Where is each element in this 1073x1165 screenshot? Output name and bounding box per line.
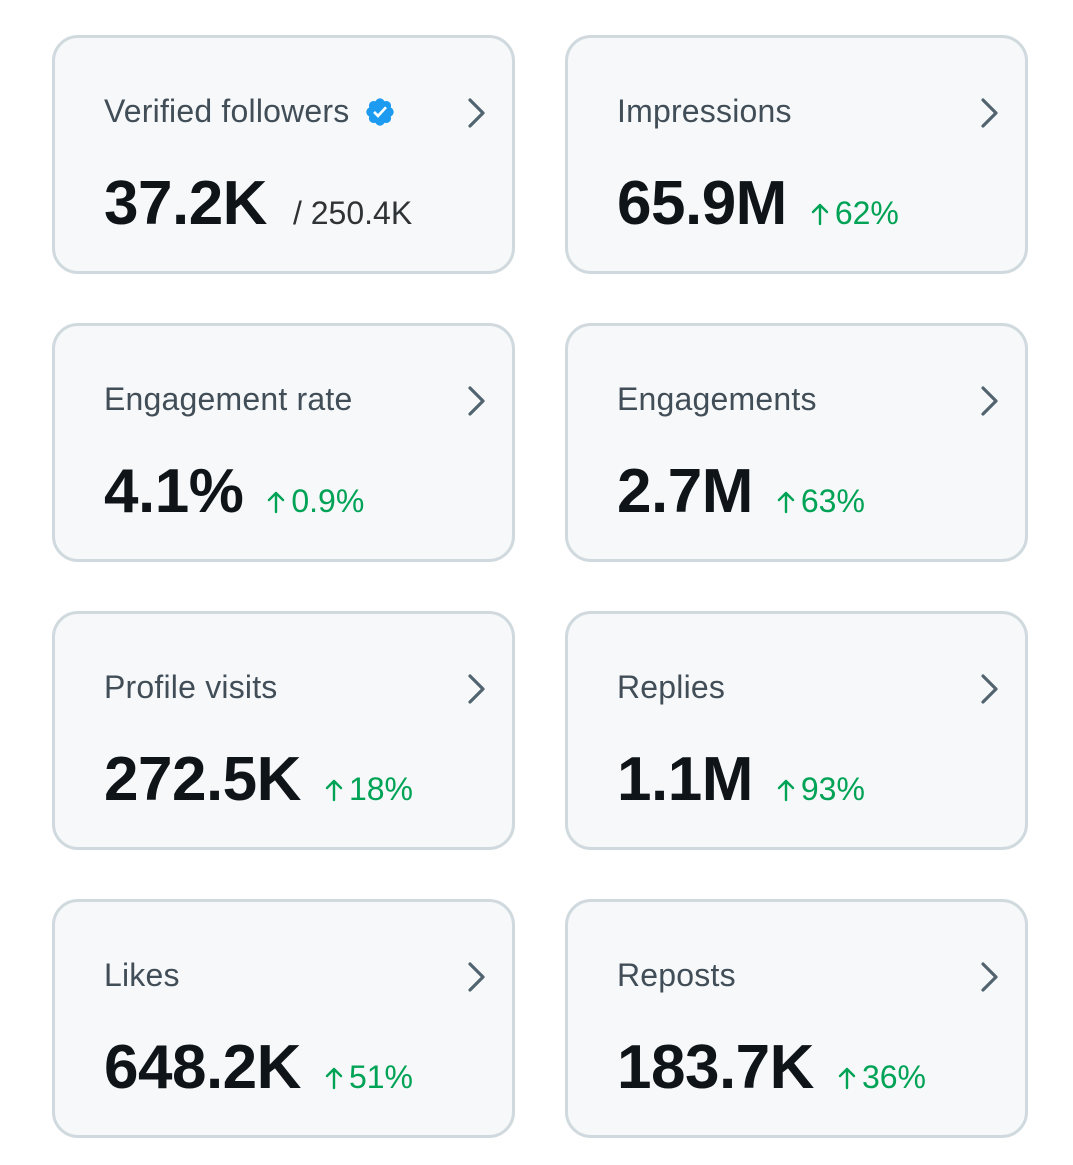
arrow-up-icon: [268, 491, 285, 514]
card-engagement-rate[interactable]: Engagement rate 4.1% 0.9%: [52, 323, 515, 562]
value-row: 183.7K 36%: [617, 1032, 926, 1103]
card-likes[interactable]: Likes 648.2K 51%: [52, 899, 515, 1138]
arrow-up-icon: [777, 491, 795, 514]
value-row: 4.1% 0.9%: [104, 456, 364, 527]
change-indicator: 36%: [838, 1059, 926, 1096]
card-title: Engagement rate: [104, 381, 353, 417]
change-percent: 36%: [861, 1059, 926, 1095]
chevron-right-icon[interactable]: [979, 960, 1001, 994]
change-percent: 62%: [834, 195, 899, 231]
metric-value: 2.7M: [617, 457, 753, 526]
card-title-row: Profile visits: [104, 669, 278, 706]
change-indicator: 0.9%: [267, 483, 364, 520]
card-replies[interactable]: Replies 1.1M 93%: [565, 611, 1028, 850]
card-title-row: Reposts: [617, 957, 736, 994]
arrow-up-icon: [777, 779, 795, 802]
card-title: Engagements: [617, 381, 817, 417]
change-indicator: 63%: [777, 483, 865, 520]
metric-value: 648.2K: [104, 1033, 301, 1102]
arrow-up-icon: [325, 1067, 343, 1090]
card-title-row: Engagements: [617, 381, 817, 418]
change-indicator: 18%: [325, 771, 413, 808]
metric-total: / 250.4K: [292, 195, 413, 231]
chevron-right-icon[interactable]: [979, 672, 1001, 706]
card-title: Profile visits: [104, 669, 278, 705]
card-title-row: Engagement rate: [104, 381, 353, 418]
chevron-right-icon[interactable]: [466, 960, 488, 994]
chevron-right-icon[interactable]: [466, 96, 488, 130]
metric-value: 272.5K: [104, 745, 301, 814]
value-row: 272.5K 18%: [104, 744, 413, 815]
card-verified-followers[interactable]: Verified followers 37.2K / 250.4K: [52, 35, 515, 274]
chevron-right-icon[interactable]: [979, 384, 1001, 418]
card-title: Reposts: [617, 957, 736, 993]
chevron-right-icon[interactable]: [979, 96, 1001, 130]
change-percent: 51%: [348, 1059, 413, 1095]
change-percent: 93%: [800, 771, 865, 807]
card-profile-visits[interactable]: Profile visits 272.5K 18%: [52, 611, 515, 850]
card-title-row: Likes: [104, 957, 180, 994]
card-engagements[interactable]: Engagements 2.7M 63%: [565, 323, 1028, 562]
change-percent: 18%: [348, 771, 413, 807]
card-title: Impressions: [617, 93, 792, 129]
card-title-row: Verified followers: [104, 93, 396, 130]
change-indicator: 93%: [777, 771, 865, 808]
value-row: 1.1M 93%: [617, 744, 865, 815]
chevron-right-icon[interactable]: [466, 672, 488, 706]
metric-value: 37.2K: [104, 169, 267, 238]
value-row: 65.9M 62%: [617, 168, 899, 239]
metric-value: 4.1%: [104, 457, 244, 526]
verified-badge-icon: [365, 97, 394, 126]
value-row: 648.2K 51%: [104, 1032, 413, 1103]
card-title: Replies: [617, 669, 726, 705]
change-indicator: 51%: [325, 1059, 413, 1096]
card-title-row: Replies: [617, 669, 725, 706]
arrow-up-icon: [811, 203, 829, 226]
arrow-up-icon: [838, 1067, 856, 1090]
card-title: Verified followers: [104, 93, 350, 129]
metric-value: 1.1M: [617, 745, 753, 814]
change-percent: 63%: [800, 483, 865, 519]
change-percent: 0.9%: [291, 483, 365, 519]
card-impressions[interactable]: Impressions 65.9M 62%: [565, 35, 1028, 274]
metric-value: 65.9M: [617, 169, 787, 238]
arrow-up-icon: [325, 779, 343, 802]
card-reposts[interactable]: Reposts 183.7K 36%: [565, 899, 1028, 1138]
value-row: 2.7M 63%: [617, 456, 865, 527]
metric-value: 183.7K: [617, 1033, 814, 1102]
chevron-right-icon[interactable]: [466, 384, 488, 418]
card-title-row: Impressions: [617, 93, 792, 130]
value-row: 37.2K / 250.4K: [104, 168, 412, 239]
change-indicator: 62%: [811, 195, 899, 232]
analytics-cards-grid: Verified followers 37.2K / 250.4K Impres…: [52, 35, 1028, 1138]
card-title: Likes: [104, 957, 180, 993]
